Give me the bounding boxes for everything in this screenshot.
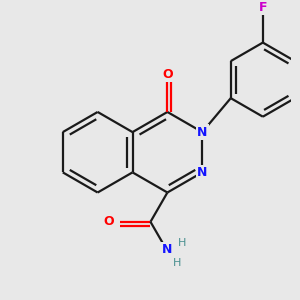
Text: N: N xyxy=(162,243,172,256)
Text: H: H xyxy=(173,258,181,268)
Text: N: N xyxy=(197,126,208,139)
Text: N: N xyxy=(197,166,208,179)
Text: F: F xyxy=(259,2,267,14)
Text: O: O xyxy=(103,215,114,228)
Text: H: H xyxy=(178,238,186,248)
Text: O: O xyxy=(162,68,173,81)
